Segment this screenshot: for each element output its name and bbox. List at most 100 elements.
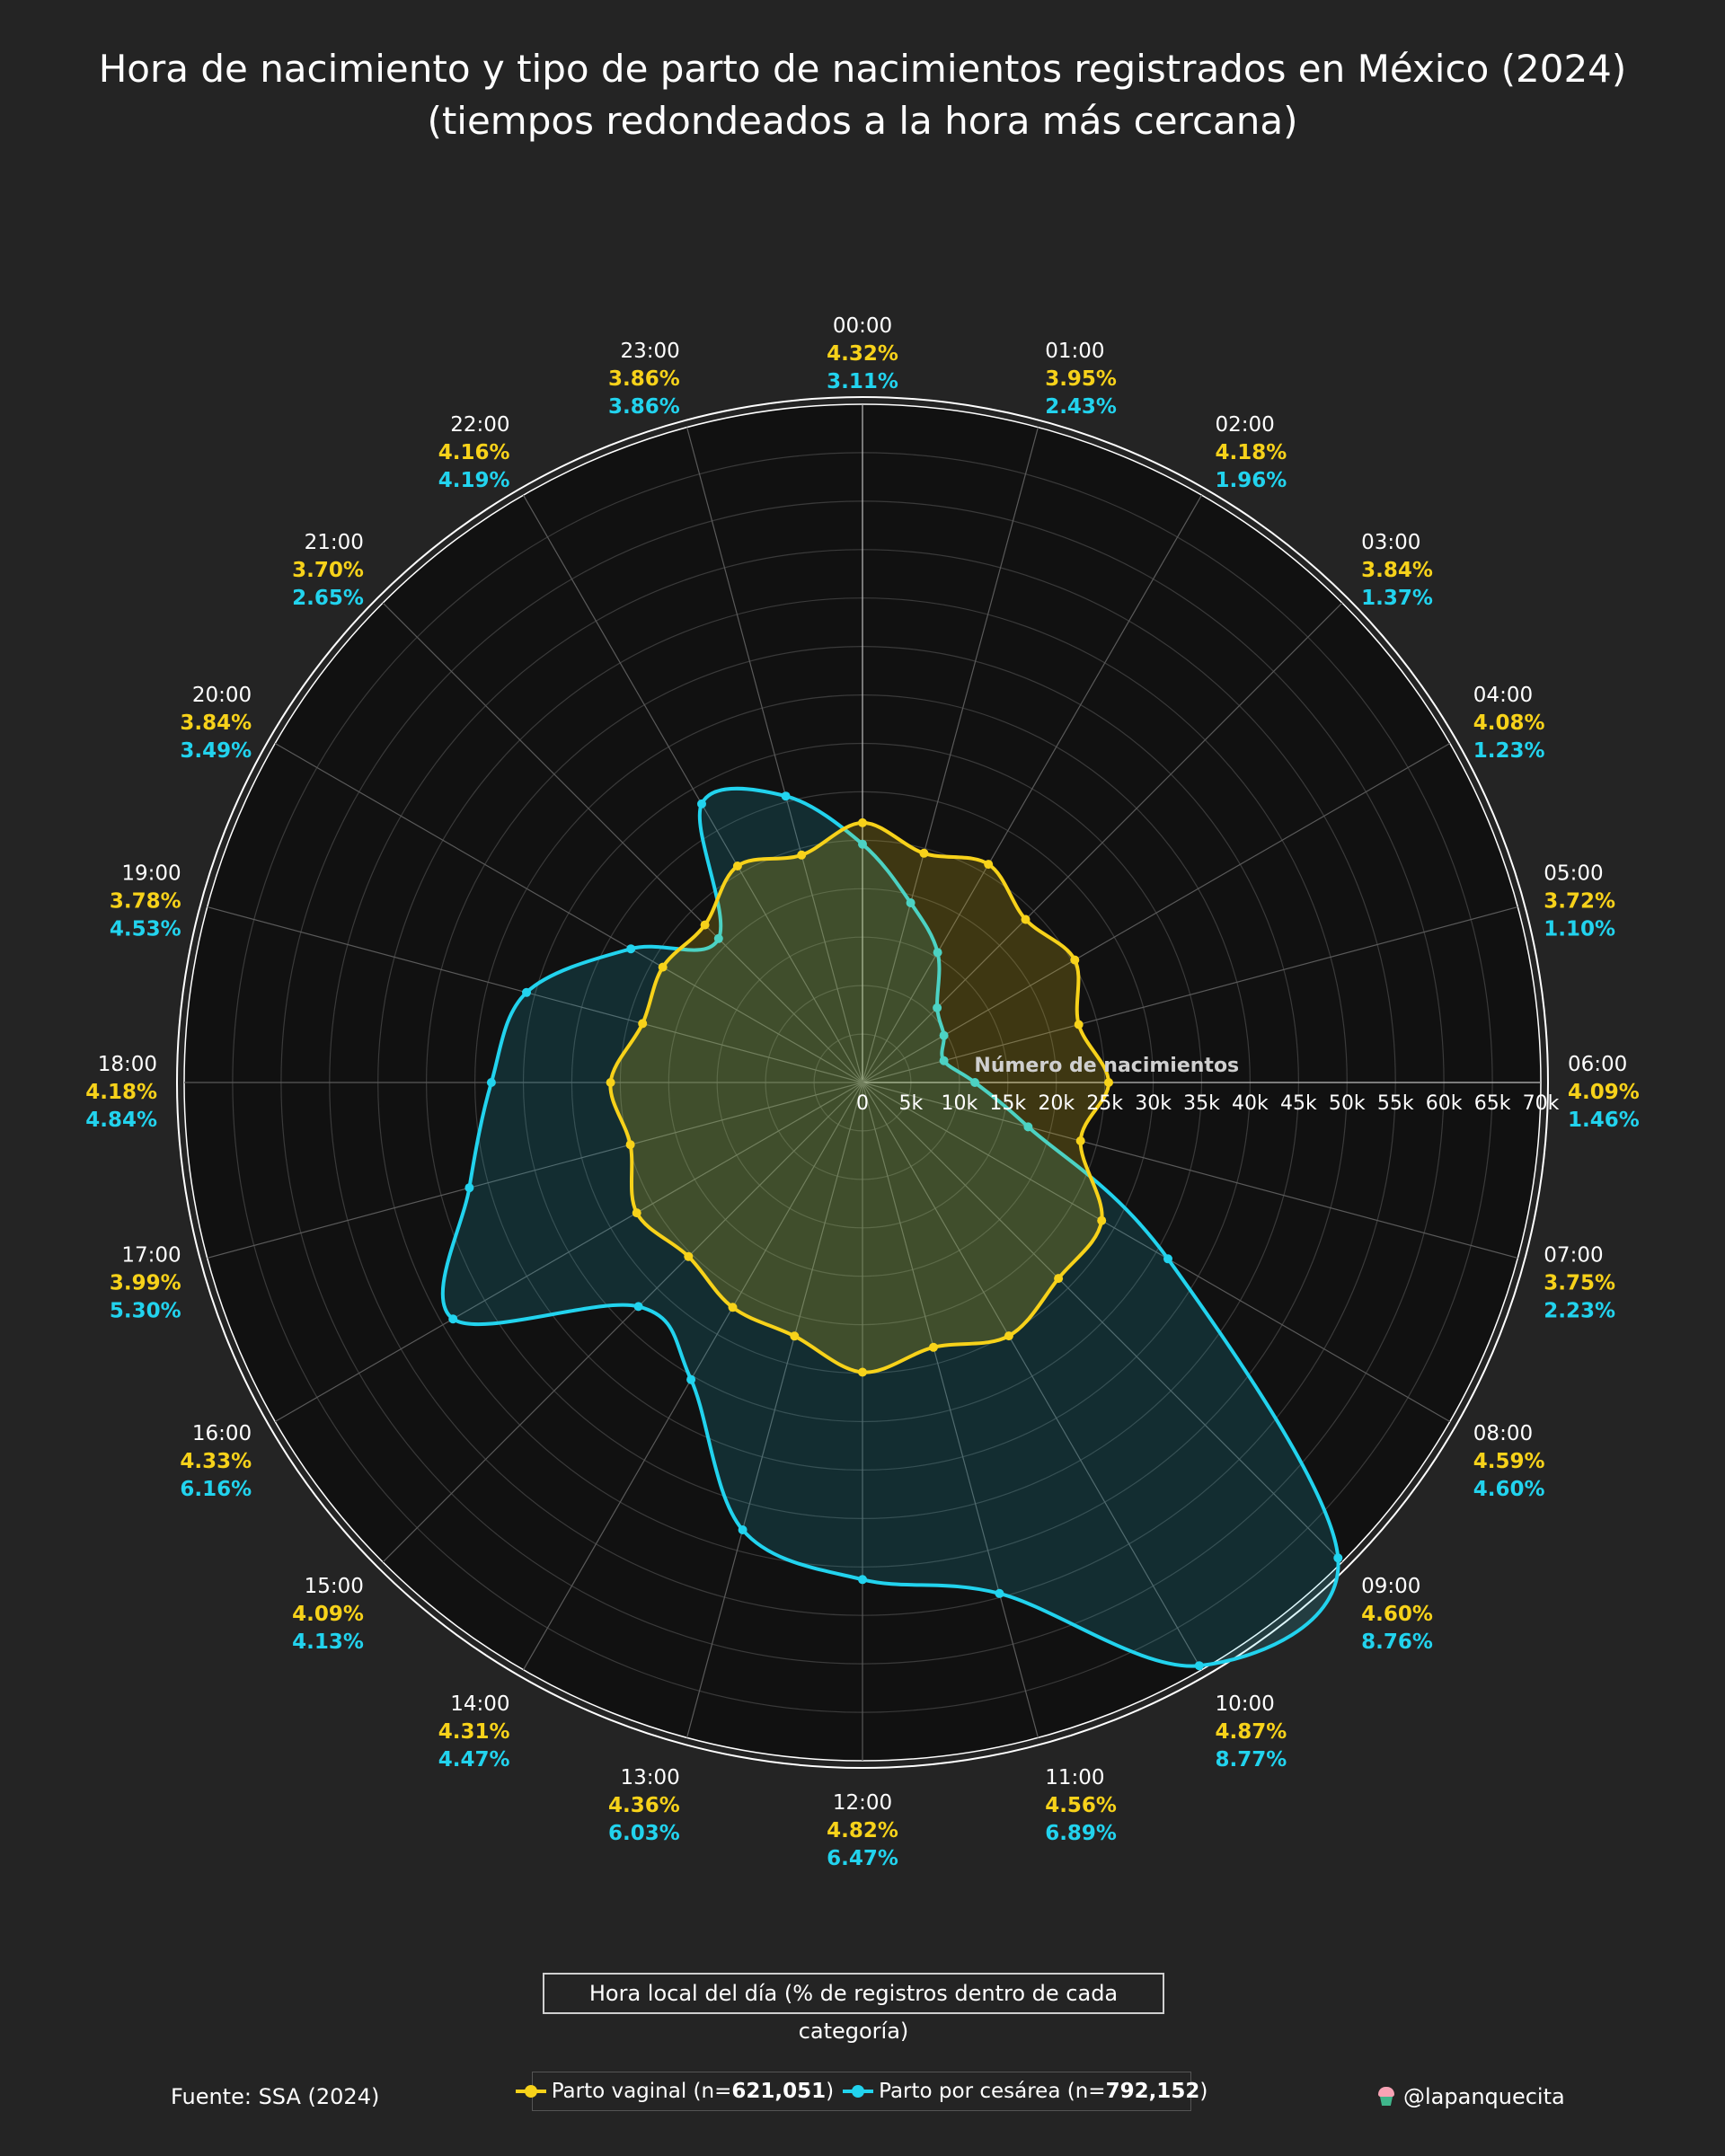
data-point-cesarea[interactable] <box>906 898 916 907</box>
hour-label-2100: 21:00 3.70% 2.65% <box>292 531 364 610</box>
data-point-vaginal[interactable] <box>658 962 668 972</box>
angular-gridline <box>862 1082 1518 1259</box>
vaginal-percent-label: 4.16% <box>438 441 510 464</box>
radial-tick-label: 65k <box>1474 1092 1511 1115</box>
data-point-cesarea[interactable] <box>1194 1661 1204 1671</box>
data-point-cesarea[interactable] <box>464 1183 474 1193</box>
author-credit: @lapanquecita <box>1376 2084 1565 2109</box>
data-point-cesarea[interactable] <box>970 1078 980 1087</box>
hour-label: 05:00 <box>1544 862 1603 885</box>
cesarea-percent-label: 4.13% <box>292 1630 364 1654</box>
legend-item-vaginal[interactable]: Parto vaginal (n=621,051) <box>515 2080 834 2103</box>
data-point-vaginal[interactable] <box>1021 915 1031 924</box>
data-point-cesarea[interactable] <box>738 1525 748 1534</box>
angular-gridline <box>274 1082 863 1423</box>
data-point-vaginal[interactable] <box>797 850 807 860</box>
data-point-vaginal[interactable] <box>984 860 994 870</box>
data-point-cesarea[interactable] <box>697 799 706 808</box>
vaginal-percent-label: 4.56% <box>1045 1794 1117 1817</box>
radial-tick-label: 50k <box>1329 1092 1366 1115</box>
legend-marker-vaginal <box>515 2085 546 2098</box>
data-point-cesarea[interactable] <box>448 1314 458 1324</box>
hour-label: 15:00 <box>305 1575 364 1598</box>
vaginal-percent-label: 3.75% <box>1544 1272 1615 1295</box>
data-point-vaginal[interactable] <box>1074 1020 1084 1029</box>
data-point-cesarea[interactable] <box>933 1003 942 1012</box>
vaginal-percent-label: 4.08% <box>1473 711 1545 735</box>
data-point-vaginal[interactable] <box>1070 955 1080 965</box>
data-point-vaginal[interactable] <box>732 862 742 870</box>
data-point-vaginal[interactable] <box>1075 1136 1085 1145</box>
hour-label: 18:00 <box>98 1053 157 1076</box>
data-point-cesarea[interactable] <box>686 1374 696 1384</box>
hour-label: 22:00 <box>450 413 509 437</box>
data-point-cesarea[interactable] <box>858 1575 867 1585</box>
polar-grid <box>184 404 1541 1761</box>
data-point-vaginal[interactable] <box>858 1367 867 1377</box>
data-point-cesarea[interactable] <box>633 1302 643 1312</box>
hour-label-1800: 18:00 4.18% 4.84% <box>85 1053 157 1132</box>
cesarea-percent-label: 1.10% <box>1544 917 1615 941</box>
angular-gridline <box>686 427 863 1083</box>
data-point-vaginal[interactable] <box>1004 1331 1013 1341</box>
data-point-vaginal[interactable] <box>638 1019 648 1029</box>
vaginal-percent-label: 4.09% <box>292 1603 364 1626</box>
angular-gridline <box>207 906 863 1083</box>
series-layer <box>440 786 1343 1671</box>
vaginal-percent-label: 4.09% <box>1568 1081 1640 1104</box>
data-point-vaginal[interactable] <box>700 920 710 930</box>
data-point-cesarea[interactable] <box>626 944 636 954</box>
hour-label-1200: 12:00 4.82% 6.47% <box>827 1791 898 1870</box>
hour-label-2300: 23:00 3.86% 3.86% <box>608 340 680 419</box>
data-point-cesarea[interactable] <box>1163 1254 1172 1264</box>
data-point-cesarea[interactable] <box>486 1078 496 1087</box>
angular-gridline <box>862 427 1039 1083</box>
data-point-vaginal[interactable] <box>684 1251 694 1261</box>
data-point-vaginal[interactable] <box>632 1208 641 1218</box>
angular-axis-title: Hora local del día (% de registros dentr… <box>543 1973 1164 2044</box>
cesarea-percent-label: 4.84% <box>85 1109 157 1132</box>
hour-label-1600: 16:00 4.33% 6.16% <box>180 1422 252 1501</box>
data-point-vaginal[interactable] <box>790 1331 800 1341</box>
data-point-cesarea[interactable] <box>995 1588 1004 1598</box>
title-line-1: Hora de nacimiento y tipo de parto de na… <box>98 47 1627 91</box>
data-point-cesarea[interactable] <box>858 839 867 849</box>
data-point-cesarea[interactable] <box>1333 1553 1343 1563</box>
cesarea-percent-label: 3.49% <box>180 739 252 763</box>
data-point-vaginal[interactable] <box>606 1078 615 1087</box>
data-point-cesarea[interactable] <box>713 933 723 943</box>
data-point-vaginal[interactable] <box>858 817 867 827</box>
radial-tick-label: 45k <box>1280 1092 1317 1115</box>
hour-label: 14:00 <box>450 1692 509 1716</box>
hour-label-0000: 00:00 4.32% 3.11% <box>827 314 898 393</box>
hour-label: 10:00 <box>1216 1692 1275 1716</box>
radial-tick-label: 5k <box>899 1092 924 1115</box>
data-point-cesarea[interactable] <box>1023 1122 1033 1132</box>
data-point-cesarea[interactable] <box>781 791 791 801</box>
data-point-vaginal[interactable] <box>919 848 929 858</box>
data-point-vaginal[interactable] <box>1054 1274 1064 1284</box>
legend-item-cesarea[interactable]: Parto por cesárea (n=792,152) <box>843 2080 1208 2103</box>
angular-gridline <box>862 1082 1451 1423</box>
angular-gridline <box>382 1082 863 1563</box>
radial-tick-label: 10k <box>942 1092 978 1115</box>
data-point-cesarea[interactable] <box>933 948 942 958</box>
data-point-vaginal[interactable] <box>1104 1078 1113 1087</box>
data-point-vaginal[interactable] <box>728 1303 738 1312</box>
data-point-cesarea[interactable] <box>522 987 531 997</box>
hour-label-0300: 03:00 3.84% 1.37% <box>1361 531 1433 610</box>
cesarea-percent-label: 8.77% <box>1216 1748 1287 1772</box>
cesarea-percent-label: 4.60% <box>1473 1478 1545 1501</box>
data-point-vaginal[interactable] <box>1097 1215 1107 1225</box>
radial-tick-label: 35k <box>1183 1092 1220 1115</box>
hour-label-1000: 10:00 4.87% 8.77% <box>1216 1692 1287 1772</box>
data-point-cesarea[interactable] <box>939 1056 949 1065</box>
radial-tick-label: 0 <box>856 1092 869 1115</box>
vaginal-percent-label: 4.36% <box>608 1794 680 1817</box>
vaginal-percent-label: 4.32% <box>827 342 898 366</box>
data-point-cesarea[interactable] <box>939 1030 949 1040</box>
hour-label: 11:00 <box>1045 1766 1104 1789</box>
data-point-vaginal[interactable] <box>929 1342 938 1352</box>
data-point-vaginal[interactable] <box>625 1140 635 1150</box>
hour-label-0800: 08:00 4.59% 4.60% <box>1473 1422 1545 1501</box>
